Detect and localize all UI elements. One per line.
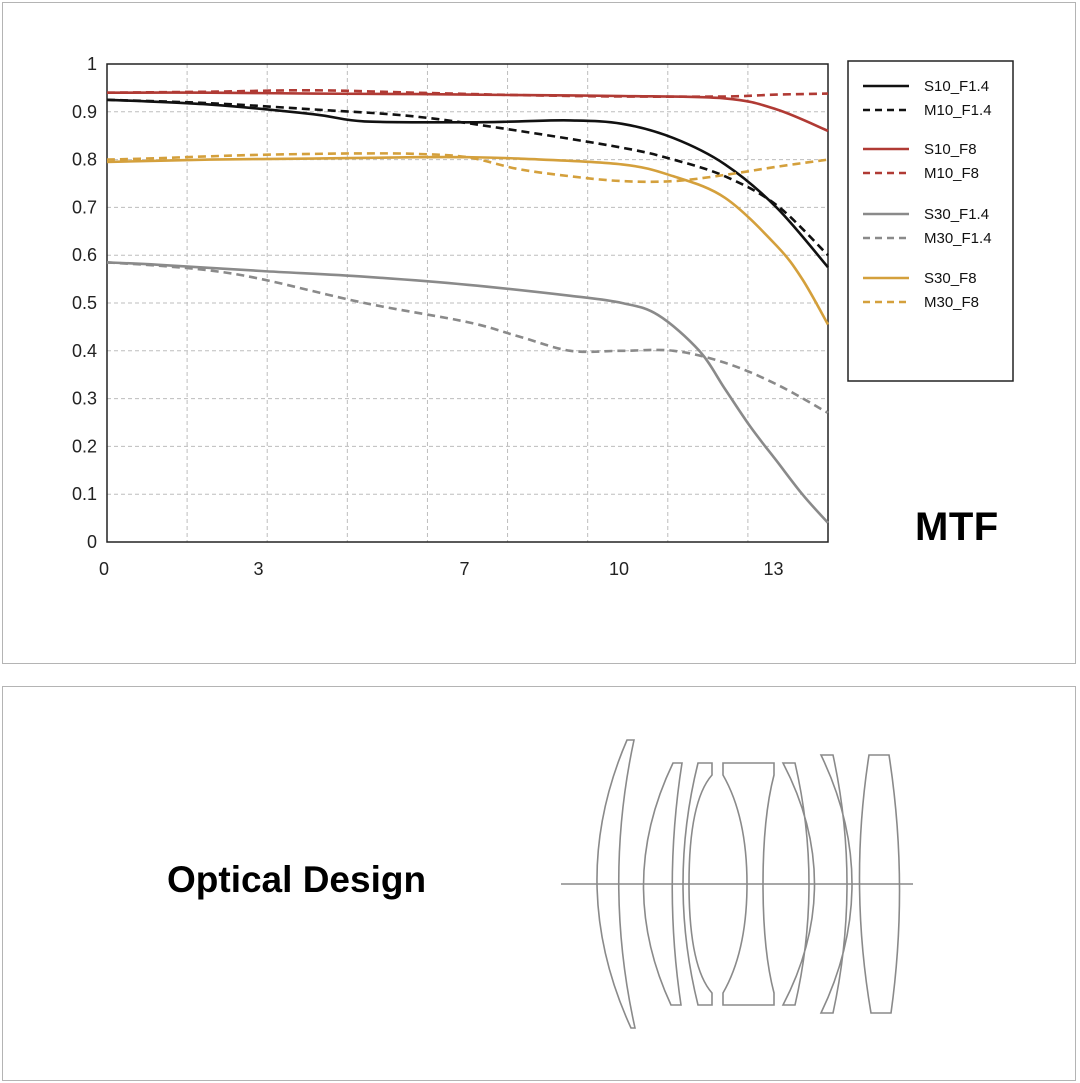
x-tick-label: 0 bbox=[99, 559, 109, 579]
legend-label: S10_F8 bbox=[924, 141, 977, 158]
plot-frame bbox=[106, 63, 829, 543]
optical-design-title: Optical Design bbox=[167, 859, 427, 900]
x-tick-label: 10 bbox=[609, 559, 629, 579]
series-line-m10-f1-4 bbox=[106, 98, 829, 257]
y-tick-label: 0.2 bbox=[72, 436, 97, 456]
y-tick-label: 0.8 bbox=[72, 150, 97, 170]
lens-diagram bbox=[561, 739, 913, 1029]
legend-box bbox=[847, 60, 1014, 382]
lens-element-3 bbox=[682, 762, 713, 1006]
y-tick-label: 0.5 bbox=[72, 293, 97, 313]
legend-label: M10_F8 bbox=[924, 165, 979, 182]
lens-element-5 bbox=[781, 762, 816, 1006]
legend-label: M10_F1.4 bbox=[924, 102, 992, 119]
legend-label: M30_F1.4 bbox=[924, 230, 992, 247]
series-line-m10-f8 bbox=[106, 88, 829, 98]
lens-element-7 bbox=[858, 754, 901, 1014]
lens-element-1 bbox=[596, 739, 636, 1029]
legend-label: M30_F8 bbox=[924, 294, 979, 311]
y-tick-label: 0.6 bbox=[72, 245, 97, 265]
series-line-s10-f1-4 bbox=[106, 98, 829, 269]
lens-element-6 bbox=[819, 754, 853, 1014]
lens-element-2 bbox=[642, 762, 683, 1006]
legend-label: S30_F8 bbox=[924, 270, 977, 287]
series-line-m30-f8 bbox=[106, 152, 829, 184]
optical-design-panel: Optical Design bbox=[2, 686, 1076, 1081]
x-tick-label: 7 bbox=[459, 559, 469, 579]
y-tick-label: 1 bbox=[87, 54, 97, 74]
mtf-panel: 0 0.1 0.2 0.3 0.4 0.5 0.6 0.7 0.8 0.9 1 0 3 7 10 13 S10_… bbox=[2, 2, 1076, 664]
series-line-m30-f1-4 bbox=[106, 261, 829, 415]
legend-label: S10_F1.4 bbox=[924, 78, 989, 95]
y-tick-label: 0.1 bbox=[72, 484, 97, 504]
series-line-s30-f1-4 bbox=[106, 261, 829, 524]
y-tick-label: 0 bbox=[87, 532, 97, 552]
legend-label: S30_F1.4 bbox=[924, 206, 989, 223]
y-tick-label: 0.4 bbox=[72, 341, 97, 361]
lens-element-4 bbox=[722, 762, 775, 1006]
y-tick-label: 0.7 bbox=[72, 197, 97, 217]
mtf-title: MTF bbox=[915, 505, 999, 549]
y-tick-label: 0.3 bbox=[72, 389, 97, 409]
series-line-s30-f8 bbox=[106, 155, 830, 326]
x-tick-label: 3 bbox=[253, 559, 263, 579]
y-tick-label: 0.9 bbox=[72, 102, 97, 122]
x-tick-label: 13 bbox=[763, 559, 783, 579]
mtf-chart: 00.10.20.30.40.50.60.70.80.910 3 7 10 13S10_… bbox=[72, 54, 1014, 579]
